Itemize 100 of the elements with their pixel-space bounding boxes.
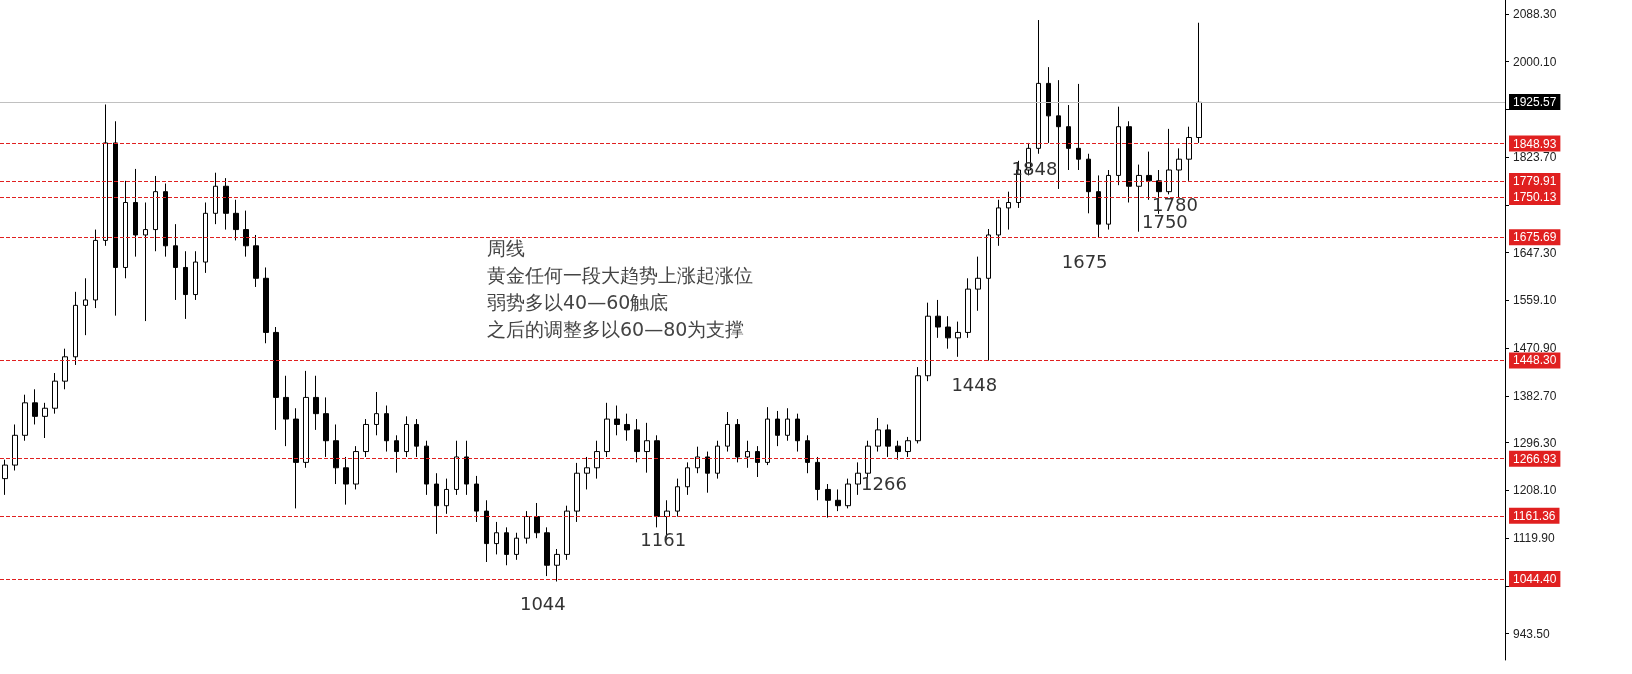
candlestick xyxy=(193,250,198,301)
annotation: 周线 xyxy=(487,236,525,259)
candlestick xyxy=(915,366,921,444)
candlestick xyxy=(123,180,128,279)
candlestick xyxy=(835,488,841,512)
candlestick xyxy=(935,299,941,339)
candlestick xyxy=(454,440,459,496)
candlestick xyxy=(434,472,439,535)
annotation: 1448 xyxy=(951,374,998,396)
candlestick xyxy=(604,402,610,458)
candlestick xyxy=(554,548,560,582)
candlestick xyxy=(293,407,299,509)
candlestick xyxy=(715,440,720,480)
candlestick xyxy=(73,291,78,366)
y-tick-label: 1647.30 xyxy=(1513,245,1557,260)
ref-line-label: 1779.91 xyxy=(1513,173,1557,188)
candlestick xyxy=(474,475,479,523)
candlestick xyxy=(955,321,961,358)
candlestick xyxy=(1046,66,1051,144)
candlestick xyxy=(524,510,530,545)
candlestick xyxy=(945,315,951,350)
candlestick xyxy=(1096,174,1101,238)
candlestick xyxy=(755,445,760,478)
candlestick xyxy=(1186,126,1192,182)
candlestick xyxy=(624,413,630,442)
candlestick xyxy=(263,266,269,344)
annotation: 1161 xyxy=(640,529,687,551)
candlestick xyxy=(895,440,901,461)
candlestick xyxy=(173,223,178,301)
candlestick xyxy=(765,406,770,466)
candlestick xyxy=(42,402,48,439)
candlestick xyxy=(253,234,259,288)
candlestick xyxy=(153,175,158,252)
annotation: 1750 xyxy=(1142,210,1188,232)
candlestick xyxy=(203,201,208,274)
candlestick xyxy=(544,526,550,577)
candlestick xyxy=(675,478,680,518)
candlestick xyxy=(464,440,469,496)
ref-line-label: 1750.13 xyxy=(1513,190,1557,205)
candlestick xyxy=(705,451,710,494)
candlestick xyxy=(62,348,68,390)
candlestick xyxy=(685,461,690,496)
candlestick xyxy=(494,521,499,555)
ref-line-label: 1448.30 xyxy=(1513,353,1557,368)
y-tick-label: 943.50 xyxy=(1513,626,1551,641)
candlestick xyxy=(775,410,780,447)
y-tick-label: 2088.30 xyxy=(1513,6,1557,21)
candlestick xyxy=(654,434,660,528)
candlestick xyxy=(273,326,279,431)
ref-line-label: 1044.40 xyxy=(1513,572,1557,587)
candlestick xyxy=(384,405,389,453)
annotation: 1675 xyxy=(1061,251,1108,273)
candlestick xyxy=(1126,120,1132,203)
candlestick xyxy=(725,411,730,453)
candlestick xyxy=(32,388,38,425)
candlestick xyxy=(323,396,329,458)
candlestick xyxy=(243,210,249,258)
candlestick xyxy=(996,199,1001,247)
candlestick xyxy=(1036,19,1041,155)
candlestick xyxy=(353,445,359,490)
y-tick-label: 1382.70 xyxy=(1513,388,1557,403)
candlestick xyxy=(303,370,309,469)
candlestick xyxy=(223,177,229,231)
candlestick xyxy=(113,120,118,317)
candlestick xyxy=(1196,22,1202,144)
candlestick xyxy=(534,502,540,539)
candlestick xyxy=(444,478,449,515)
candlestick xyxy=(12,423,18,471)
candlestick xyxy=(213,172,218,225)
candlestick xyxy=(83,277,88,336)
candlestick xyxy=(975,256,981,312)
candlestick xyxy=(885,423,891,458)
annotation: 弱势多以40—60触底 xyxy=(487,290,669,313)
candlestick xyxy=(1066,104,1071,171)
candlestick xyxy=(343,456,349,506)
ref-line-label: 1675.69 xyxy=(1513,230,1557,245)
candlestick xyxy=(925,302,931,382)
annotation: 黄金任何一段大趋势上涨起涨位 xyxy=(487,263,753,286)
y-tick-label: 1559.10 xyxy=(1513,293,1557,308)
candlestick xyxy=(133,168,138,258)
candlestick xyxy=(745,440,750,469)
candlestick xyxy=(965,277,971,339)
candlestick xyxy=(143,201,148,322)
candlestick xyxy=(695,446,700,474)
candlestick xyxy=(1166,128,1172,195)
ref-line-label: 1848.93 xyxy=(1513,136,1557,151)
candlestick xyxy=(424,440,429,496)
candlestick xyxy=(333,423,339,485)
candlestick xyxy=(1086,153,1091,214)
candlestick xyxy=(845,478,851,509)
candlestick xyxy=(283,375,289,447)
annotation: 之后的调整多以60—80为支撑 xyxy=(487,317,745,340)
candlestick xyxy=(795,413,800,453)
ref-line-label: 1925.57 xyxy=(1513,95,1557,110)
annotation: 1044 xyxy=(519,592,566,614)
candlestick xyxy=(634,418,640,463)
candlestick xyxy=(1106,169,1111,231)
candlestick xyxy=(103,104,108,247)
candlestick xyxy=(404,415,409,458)
candlestick xyxy=(905,436,911,458)
